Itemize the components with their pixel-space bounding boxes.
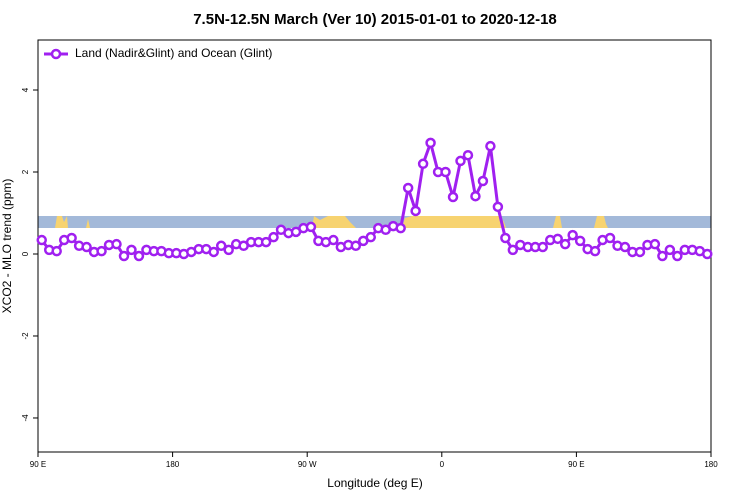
data-point <box>604 232 616 244</box>
data-point <box>455 155 466 167</box>
y-tick-label: -4 <box>21 414 30 422</box>
land-patch <box>55 216 68 228</box>
legend-marker <box>50 48 62 60</box>
plot-frame <box>37 39 712 453</box>
y-tick-label: -2 <box>21 332 30 340</box>
data-point <box>268 231 279 243</box>
data-point <box>215 240 227 252</box>
x-tick-label: 90 E <box>30 460 46 469</box>
x-tick-label: 90 E <box>568 460 584 469</box>
data-point <box>350 240 362 252</box>
data-point <box>664 244 676 256</box>
data-point <box>410 205 421 217</box>
data-point <box>559 238 571 250</box>
y-axis-label: XCO2 - MLO trend (ppm) <box>0 179 14 314</box>
data-point <box>537 241 548 253</box>
data-point <box>507 244 519 256</box>
land-mask <box>38 216 711 228</box>
data-point <box>126 244 137 256</box>
data-point <box>395 222 406 234</box>
data-point <box>619 241 631 253</box>
y-tick-label: 2 <box>21 169 30 174</box>
land-patch <box>402 216 506 228</box>
data-point <box>589 245 601 257</box>
data-point <box>567 229 578 241</box>
data-point <box>36 234 47 246</box>
data-point <box>365 231 377 243</box>
data-point <box>66 232 77 244</box>
data-point <box>470 190 481 202</box>
data-point <box>462 149 474 161</box>
data-point <box>96 245 107 257</box>
data-point <box>702 248 713 260</box>
x-tick-label: 90 W <box>298 460 317 469</box>
chart-title: 7.5N-12.5N March (Ver 10) 2015-01-01 to … <box>193 11 557 28</box>
data-point <box>417 158 429 170</box>
data-point <box>634 246 646 258</box>
data-point <box>657 250 668 262</box>
data-point <box>477 175 489 187</box>
data-point <box>81 241 92 253</box>
land-patch <box>86 219 90 228</box>
data-point <box>402 182 414 194</box>
data-point <box>223 244 234 256</box>
x-tick-label: 0 <box>440 460 445 469</box>
x-tick-label: 180 <box>704 460 718 469</box>
y-tick-label: 0 <box>21 251 30 256</box>
data-point <box>208 246 219 258</box>
ocean-band <box>38 216 711 228</box>
x-axis-label: Longitude (deg E) <box>327 476 422 490</box>
data-point <box>328 234 339 246</box>
data-point <box>305 221 317 233</box>
data-point <box>492 201 504 213</box>
land-patch <box>553 216 562 228</box>
data-point <box>51 245 62 257</box>
land-patch <box>594 216 608 228</box>
data-point <box>649 238 661 250</box>
data-point <box>552 233 563 245</box>
data-point <box>111 238 122 250</box>
data-point <box>440 166 451 178</box>
land-patch <box>312 216 356 228</box>
data-point <box>574 235 586 247</box>
data-point <box>447 191 459 203</box>
y-tick-label: 4 <box>21 87 30 92</box>
data-point <box>500 232 511 244</box>
data-point <box>485 140 496 152</box>
data-point <box>118 250 130 262</box>
data-point <box>133 250 145 262</box>
data-point <box>260 236 272 248</box>
x-tick-label: 180 <box>166 460 180 469</box>
data-point <box>672 250 683 262</box>
data-point <box>425 137 436 149</box>
legend-label: Land (Nadir&Glint) and Ocean (Glint) <box>75 46 272 60</box>
